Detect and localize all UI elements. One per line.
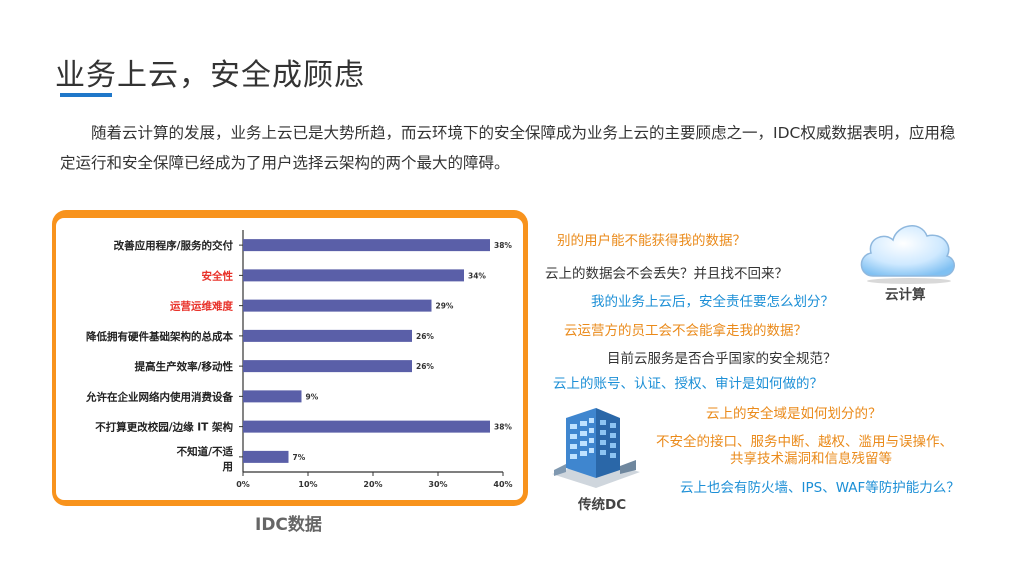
bar <box>243 360 412 373</box>
bar <box>243 450 289 463</box>
category-label: 安全性 <box>202 269 234 282</box>
category-label: 允许在企业网络内使用消费设备 <box>85 390 233 403</box>
category-label: 不打算更改校园/边缘 IT 架构 <box>95 421 233 434</box>
chart-area: 0% 10% 20% 30% 40% 38% 改善应用程序/服务的交付 34% 安全性 29% 运营… <box>56 218 523 500</box>
category-label: 不知道/不适 <box>177 445 234 458</box>
bar-chart: 0% 10% 20% 30% 40% 38% 改善应用程序/服务的交付 34% 安全性 29% 运营… <box>85 230 513 489</box>
question-8: 不安全的接口、服务中断、越权、滥用与误操作、 <box>656 434 953 450</box>
category-label: 改善应用程序/服务的交付 <box>114 239 234 252</box>
bar <box>243 269 464 282</box>
slide-title: 业务上云，安全成顾虑 <box>55 58 365 93</box>
x-tick-label: 10% <box>298 480 317 489</box>
x-tick-label: 0% <box>236 480 250 489</box>
question-3: 我的业务上云后，安全责任要怎么划分？ <box>591 294 834 310</box>
x-tick-label: 20% <box>363 480 382 489</box>
data-label: 34% <box>468 271 486 280</box>
data-label: 29% <box>436 302 454 311</box>
question-1: 别的用户能不能获得我的数据？ <box>557 233 746 249</box>
question-9: 共享技术漏洞和信息残留等 <box>730 451 892 467</box>
title-underline <box>60 93 112 97</box>
bar <box>243 390 302 403</box>
dc-label: 传统DC <box>578 497 627 513</box>
data-label: 26% <box>416 332 434 341</box>
x-tick-label: 30% <box>428 480 447 489</box>
x-tick-label: 40% <box>493 480 512 489</box>
question-10: 云上也会有防火墙、IPS、WAF等防护能力么？ <box>680 480 960 496</box>
question-2: 云上的数据会不会丢失？并且找不回来？ <box>545 266 788 282</box>
bar <box>243 420 490 433</box>
chart-caption: IDC数据 <box>255 515 322 535</box>
cloud-icon <box>860 225 955 284</box>
bar <box>243 239 490 252</box>
data-label: 26% <box>416 362 434 371</box>
question-4: 云运营方的员工会不会能拿走我的数据？ <box>564 323 807 339</box>
data-label: 7% <box>293 453 306 462</box>
intro-paragraph: 随着云计算的发展，业务上云已是大势所趋，而云环境下的安全保障成为业务上云的主要顾… <box>60 124 956 172</box>
cloud-label: 云计算 <box>885 287 926 303</box>
building-icon <box>552 408 640 488</box>
bar <box>243 299 432 312</box>
category-label: 运营运维难度 <box>170 300 233 313</box>
bar <box>243 329 412 342</box>
chart-panel: 0% 10% 20% 30% 40% 38% 改善应用程序/服务的交付 34% 安全性 29% 运营… <box>52 210 528 506</box>
category-label: 降低拥有硬件基础架构的总成本 <box>86 330 233 343</box>
category-label: 提高生产效率/移动性 <box>135 360 234 373</box>
data-label: 38% <box>494 423 512 432</box>
category-label: 用 <box>222 461 234 473</box>
question-5: 目前云服务是否合乎国家的安全规范？ <box>607 351 837 367</box>
data-label: 38% <box>494 241 512 250</box>
question-7: 云上的安全域是如何划分的？ <box>706 406 882 422</box>
question-6: 云上的账号、认证、授权、审计是如何做的？ <box>553 376 823 392</box>
data-label: 9% <box>306 392 319 401</box>
